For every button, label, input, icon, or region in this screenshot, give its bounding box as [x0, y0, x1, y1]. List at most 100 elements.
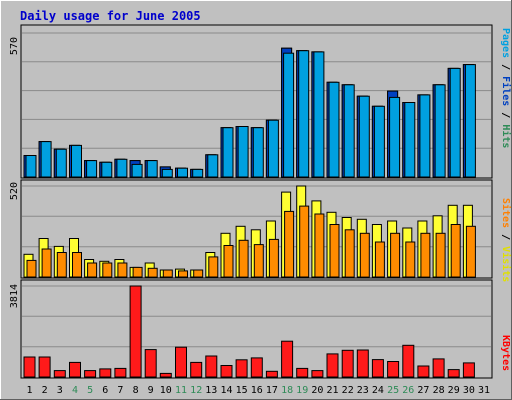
bar-pages-day-25 [389, 96, 401, 178]
x-label-day-30: 30 [463, 385, 475, 396]
x-label-day-18: 18 [281, 385, 293, 396]
bar-sites-day-2 [41, 248, 52, 278]
bar-kbytes-day-17 [265, 370, 278, 378]
bar-sites-day-19 [299, 205, 310, 278]
bar-kbytes-day-26 [402, 344, 415, 378]
x-label-day-5: 5 [87, 385, 93, 396]
top-ymax-label: 570 [9, 37, 20, 55]
bar-kbytes-day-13 [205, 355, 218, 378]
bar-pages-day-16 [252, 127, 264, 178]
bar-sites-day-16 [253, 244, 264, 278]
x-label-day-22: 22 [342, 385, 354, 396]
bar-pages-day-30 [464, 64, 476, 178]
bar-sites-day-10 [162, 269, 173, 278]
bar-sites-day-18 [284, 210, 295, 278]
bar-sites-day-1 [26, 259, 37, 278]
bar-pages-day-7 [116, 158, 128, 178]
bar-sites-day-15 [238, 239, 249, 278]
x-label-day-25: 25 [387, 385, 399, 396]
bar-kbytes-day-5 [84, 370, 97, 378]
bottom-ymax-label: 3814 [9, 284, 20, 308]
bar-pages-day-2 [40, 141, 52, 178]
bottom-side-legend: KBytes [500, 335, 511, 371]
bar-sites-day-6 [102, 262, 113, 278]
bar-pages-day-17 [267, 119, 279, 178]
bar-sites-day-4 [72, 252, 82, 278]
x-label-day-2: 2 [42, 385, 48, 396]
x-label-day-9: 9 [148, 385, 154, 396]
x-label-day-27: 27 [417, 385, 429, 396]
bar-sites-day-29 [450, 224, 461, 278]
side-legend-part: / [500, 106, 511, 124]
bar-kbytes-day-30 [462, 362, 475, 378]
x-label-day-7: 7 [117, 385, 123, 396]
bar-kbytes-day-19 [296, 367, 309, 378]
bar-kbytes-day-28 [432, 358, 445, 378]
side-legend-part: Hits [500, 124, 512, 148]
bar-kbytes-day-7 [114, 367, 127, 378]
x-label-day-17: 17 [266, 385, 278, 396]
bar-sites-day-12 [193, 269, 204, 278]
side-legend-part: Pages [500, 28, 511, 58]
bar-kbytes-day-10 [159, 372, 172, 378]
bar-kbytes-day-3 [53, 370, 66, 378]
x-label-day-24: 24 [372, 385, 384, 396]
bar-sites-day-20 [314, 213, 325, 278]
side-legend-part: Files [500, 76, 512, 106]
bar-sites-day-30 [465, 225, 476, 278]
x-label-day-10: 10 [160, 385, 172, 396]
x-label-day-8: 8 [133, 385, 139, 396]
bar-sites-day-7 [117, 262, 128, 278]
bar-pages-day-26 [404, 102, 416, 178]
bar-sites-day-23 [359, 232, 370, 278]
bar-pages-day-3 [55, 148, 67, 178]
bar-kbytes-day-20 [311, 370, 324, 378]
side-legend-part: Sites [500, 198, 512, 228]
bar-sites-day-13 [208, 256, 219, 278]
bar-pages-day-10 [161, 168, 173, 178]
x-label-day-15: 15 [236, 385, 248, 396]
bar-pages-day-13 [207, 154, 219, 178]
bar-sites-day-3 [56, 252, 67, 278]
bar-sites-day-8 [132, 266, 143, 278]
x-label-day-4: 4 [72, 385, 78, 396]
bar-pages-day-12 [192, 168, 204, 178]
bar-kbytes-day-8 [129, 285, 142, 378]
bar-sites-day-9 [147, 267, 158, 278]
bar-kbytes-day-1 [23, 356, 36, 378]
x-label-day-28: 28 [433, 385, 445, 396]
bar-pages-day-9 [146, 160, 158, 178]
x-label-day-12: 12 [190, 385, 202, 396]
bar-sites-day-11 [178, 270, 188, 278]
bar-kbytes-day-24 [371, 359, 384, 378]
bar-sites-day-28 [435, 232, 446, 278]
bar-kbytes-day-22 [341, 349, 354, 378]
bar-pages-day-29 [449, 67, 461, 178]
bar-sites-day-14 [223, 245, 234, 278]
bar-sites-day-24 [374, 241, 385, 278]
chart-title: Daily usage for June 2005 [20, 9, 201, 23]
bar-pages-day-6 [101, 161, 113, 178]
side-legend-part: / [500, 228, 511, 246]
bar-kbytes-day-14 [220, 365, 233, 378]
x-label-day-21: 21 [326, 385, 338, 396]
bar-kbytes-day-9 [144, 349, 157, 378]
bar-pages-day-1 [25, 155, 37, 178]
bar-pages-day-24 [373, 105, 385, 178]
bar-sites-day-17 [268, 238, 279, 278]
x-axis-labels: 1 2 3 4 5 6 7 8 9 10 11 12 13 14 15 16 17 18 19 20 21 22 23 24 2… [26, 385, 490, 396]
bar-kbytes-day-27 [417, 365, 430, 378]
bar-kbytes-day-23 [356, 349, 369, 378]
bars-layer [23, 47, 476, 378]
bar-kbytes-day-15 [235, 359, 248, 378]
bar-kbytes-day-6 [99, 368, 112, 378]
mid-ymax-label: 520 [9, 182, 20, 200]
bar-kbytes-day-11 [175, 346, 187, 378]
side-legend-part: / [500, 58, 511, 76]
side-legend-part: KBytes [500, 335, 511, 371]
bar-sites-day-21 [329, 224, 340, 278]
bar-kbytes-day-18 [281, 340, 294, 378]
bar-pages-day-27 [419, 94, 431, 178]
bar-pages-day-14 [222, 127, 234, 178]
x-label-day-19: 19 [296, 385, 308, 396]
